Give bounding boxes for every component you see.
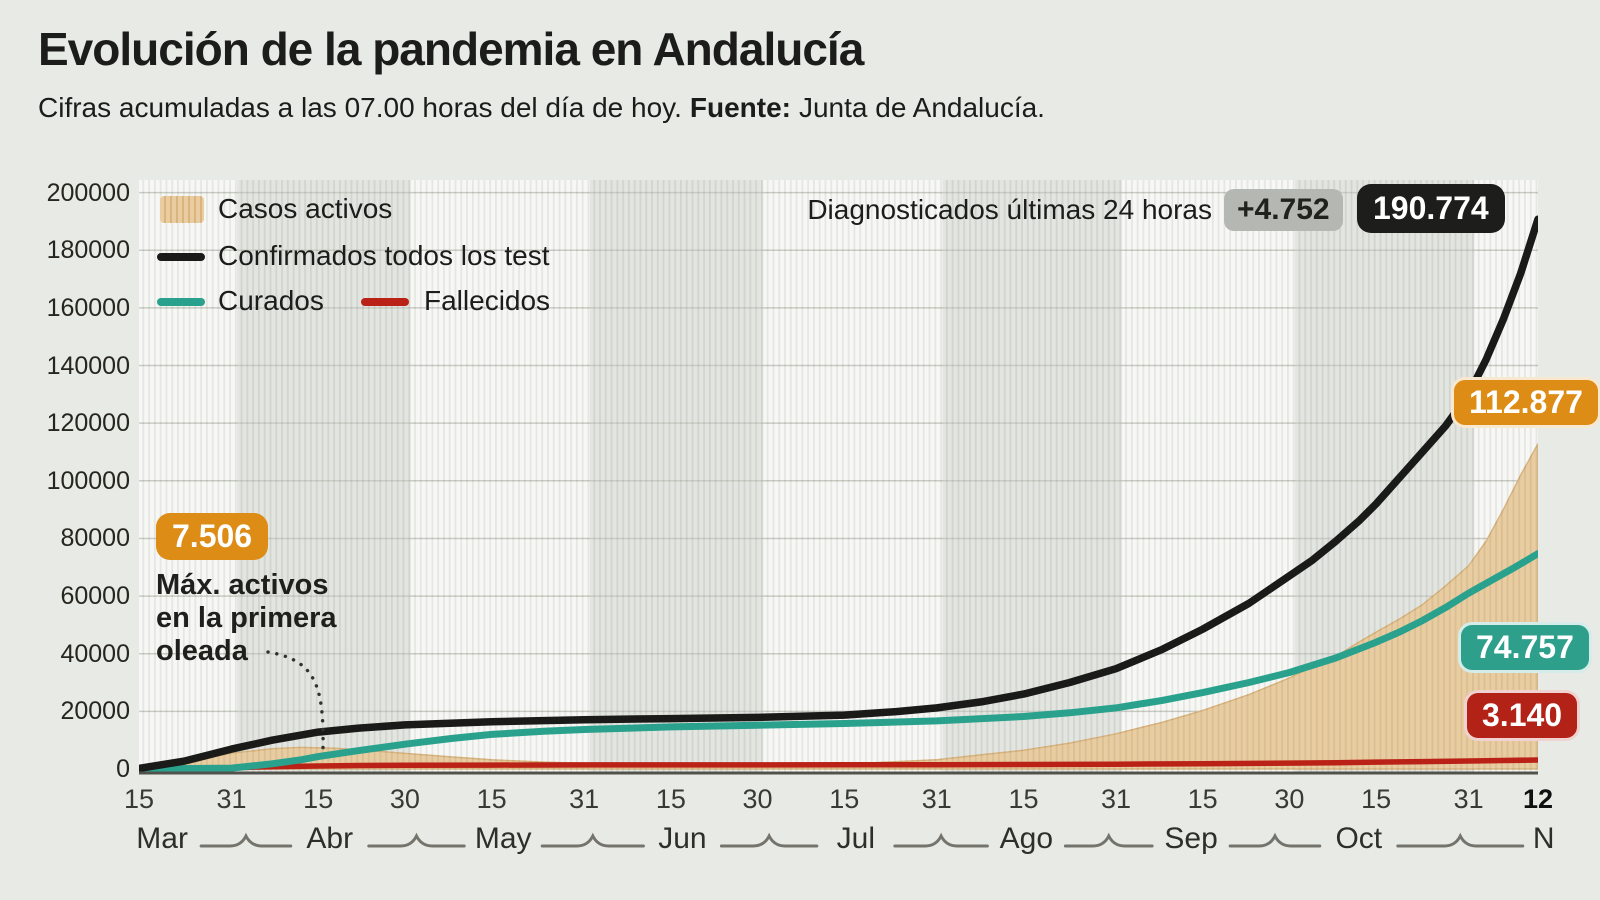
x-tick-label: 30 xyxy=(389,784,420,814)
y-axis-label: 80000 xyxy=(60,524,130,553)
legend-label-casos-activos: Casos activos xyxy=(218,193,393,224)
x-tick-label: 31 xyxy=(921,784,952,814)
month-label-jul: Jul xyxy=(836,822,875,855)
legend-label-fallecidos: Fallecidos xyxy=(424,285,551,316)
first-wave-arrow xyxy=(266,650,325,750)
month-braces xyxy=(199,832,1525,848)
x-tick-label: 31 xyxy=(569,784,600,814)
month-brace xyxy=(1063,832,1154,848)
legend-label-curados: Curados xyxy=(218,285,324,316)
month-label-abr: Abr xyxy=(306,822,354,855)
x-tick-label: 15 xyxy=(1008,784,1039,814)
y-axis-label: 200000 xyxy=(46,178,130,207)
month-label-oct: Oct xyxy=(1335,822,1383,855)
month-brace xyxy=(367,832,466,848)
month-label-may: May xyxy=(474,822,532,855)
month-label-ago: Ago xyxy=(999,822,1054,855)
source-label: Fuente: xyxy=(689,92,791,123)
y-axis-label: 0 xyxy=(116,755,130,783)
y-axis-label: 100000 xyxy=(46,466,130,495)
legend-swatch-fallecidos xyxy=(361,298,409,306)
y-axis-label: 60000 xyxy=(60,582,130,611)
y-axis-label: 20000 xyxy=(60,697,130,726)
new-cases-24h-badge: +4.752 xyxy=(1224,189,1343,231)
x-tick-label: 15 xyxy=(476,784,507,814)
subtitle-text: Cifras acumuladas a las 07.00 horas del … xyxy=(38,92,682,123)
month-label-n: N xyxy=(1532,822,1555,855)
legend-label-confirmados: Confirmados todos los test xyxy=(218,240,550,271)
month-label-mar: Mar xyxy=(136,822,188,855)
x-tick-label: 15 xyxy=(655,784,686,814)
x-tick-label: 31 xyxy=(216,784,247,814)
total-confirmed-badge: 190.774 xyxy=(1357,184,1505,233)
y-axis-label: 160000 xyxy=(46,293,130,322)
series-line-confirmados xyxy=(139,215,1538,773)
month-label-sep: Sep xyxy=(1164,822,1218,855)
active-cases-badge: 112.877 xyxy=(1451,377,1600,428)
page-subtitle: Cifras acumuladas a las 07.00 horas del … xyxy=(38,92,1045,124)
hatch-overlay xyxy=(139,180,1538,772)
recovered-badge: 74.757 xyxy=(1458,622,1592,673)
series-line-curados xyxy=(139,550,1538,773)
legend-swatch-confirmados xyxy=(157,253,205,261)
x-tick-label: 12 xyxy=(1522,784,1554,814)
month-label-jun: Jun xyxy=(658,822,707,855)
month-brace xyxy=(199,832,293,848)
x-tick-label: 15 xyxy=(1361,784,1392,814)
series-line-fallecidos xyxy=(139,757,1538,772)
legend-swatch-casos-activos xyxy=(160,196,204,223)
first-wave-note: Máx. activos en la primera oleada xyxy=(156,569,337,667)
source-value: Junta de Andalucía. xyxy=(798,92,1045,123)
x-tick-label: 31 xyxy=(1100,784,1131,814)
x-tick-label: 15 xyxy=(123,784,155,814)
legend-swatch-curados xyxy=(157,298,205,306)
x-tick-label: 30 xyxy=(1274,784,1305,814)
diagnosed-24h-label: Diagnosticados últimas 24 horas xyxy=(807,194,1212,225)
y-axis-label: 140000 xyxy=(46,351,130,380)
chart-plot xyxy=(139,180,1538,775)
first-wave-max-badge: 7.506 xyxy=(156,513,269,560)
month-brace xyxy=(540,832,645,848)
x-tick-label: 31 xyxy=(1453,784,1484,814)
x-tick-label: 15 xyxy=(303,784,334,814)
page-title: Evolución de la pandemia en Andalucía xyxy=(38,23,864,75)
month-brace xyxy=(1228,832,1322,848)
month-brace xyxy=(719,832,819,848)
month-brace xyxy=(893,832,989,848)
x-tick-label: 30 xyxy=(742,784,773,814)
y-axis-label: 40000 xyxy=(60,639,130,668)
y-axis-label: 180000 xyxy=(46,236,130,265)
month-brace xyxy=(1396,832,1525,848)
x-tick-label: 15 xyxy=(829,784,860,814)
x-tick-label: 15 xyxy=(1187,784,1218,814)
y-axis-label: 120000 xyxy=(46,409,130,438)
deaths-badge: 3.140 xyxy=(1464,690,1581,741)
